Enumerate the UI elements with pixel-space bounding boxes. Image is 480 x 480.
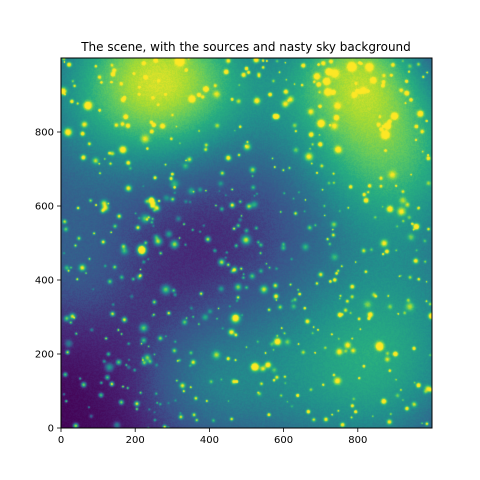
plot-area [60,57,433,429]
x-tick-label: 600 [274,435,293,446]
axes-frame [60,57,433,429]
x-axis: 0 200 400 600 800 [58,428,367,446]
x-tick-label: 0 [58,435,64,446]
sky-image [61,58,432,428]
y-tick-label: 400 [35,276,54,287]
image-container [61,58,432,428]
y-tick-label: 0 [48,424,54,435]
y-tick-label: 800 [35,128,54,139]
y-tick-label: 600 [35,202,54,213]
x-tick-label: 400 [200,435,219,446]
x-tick-label: 800 [348,435,367,446]
y-tick-label: 200 [35,350,54,361]
x-tick-label: 200 [126,435,145,446]
y-axis: 0 200 400 600 800 [35,128,61,435]
chart-title: The scene, with the sources and nasty sk… [80,40,411,54]
